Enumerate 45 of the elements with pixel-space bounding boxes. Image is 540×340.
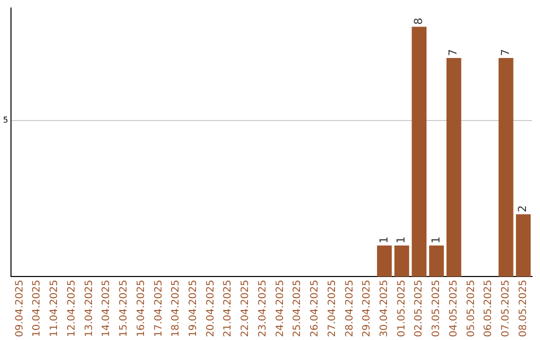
bar — [377, 245, 392, 277]
x-tick-label: 16.04.2025 — [136, 280, 147, 338]
data-label: 8 — [412, 18, 425, 25]
x-tick-label: 20.04.2025 — [205, 280, 216, 338]
bar — [412, 26, 427, 277]
x-tick-label: 22.04.2025 — [240, 280, 252, 338]
x-tick-label: 08.05.2025 — [518, 280, 529, 338]
x-tick-label: 30.04.2025 — [379, 280, 390, 338]
x-tick-label: 13.04.2025 — [84, 280, 95, 338]
data-label: 1 — [377, 236, 390, 244]
bar — [429, 245, 444, 277]
x-tick-label: 28.04.2025 — [344, 280, 356, 338]
x-tick-label: 04.05.2025 — [448, 280, 460, 338]
x-tick-label: 19.04.2025 — [188, 280, 199, 338]
x-tick-label: 12.04.2025 — [66, 280, 78, 338]
bar — [394, 245, 410, 277]
x-tick-label: 03.05.2025 — [431, 280, 442, 338]
x-tick-label: 23.04.2025 — [257, 280, 268, 338]
x-tick-label: 01.05.2025 — [396, 280, 408, 338]
x-tick-label: 17.04.2025 — [153, 280, 164, 338]
x-tick-label: 27.04.2025 — [326, 280, 338, 338]
x-tick-label: 25.04.2025 — [292, 280, 304, 338]
data-label: 7 — [498, 49, 512, 56]
x-tick-label: 09.04.2025 — [14, 280, 26, 338]
y-tick-label: 5 — [2, 116, 8, 125]
x-tick-label: 10.04.2025 — [32, 280, 43, 338]
x-tick-label: 15.04.2025 — [118, 280, 130, 338]
bar — [498, 58, 514, 277]
bar — [516, 214, 531, 277]
x-tick-label: 05.05.2025 — [466, 280, 477, 338]
data-label: 2 — [516, 205, 530, 212]
x-tick-label: 24.04.2025 — [274, 280, 286, 338]
x-tick-label: 07.05.2025 — [500, 280, 512, 338]
x-tick-label: 29.04.2025 — [362, 280, 373, 338]
x-tick-label: 02.05.2025 — [414, 280, 425, 338]
bar — [446, 58, 462, 277]
x-tick-label: 26.04.2025 — [310, 280, 321, 338]
data-label: 7 — [446, 49, 460, 56]
x-tick-label: 21.04.2025 — [222, 280, 234, 338]
x-tick-label: 11.04.2025 — [49, 280, 60, 338]
x-tick-label: 14.04.2025 — [101, 280, 112, 338]
x-tick-label: 18.04.2025 — [170, 280, 182, 338]
data-label: 1 — [429, 236, 442, 244]
data-label: 1 — [394, 236, 408, 244]
x-tick-label: 06.05.2025 — [483, 280, 494, 338]
